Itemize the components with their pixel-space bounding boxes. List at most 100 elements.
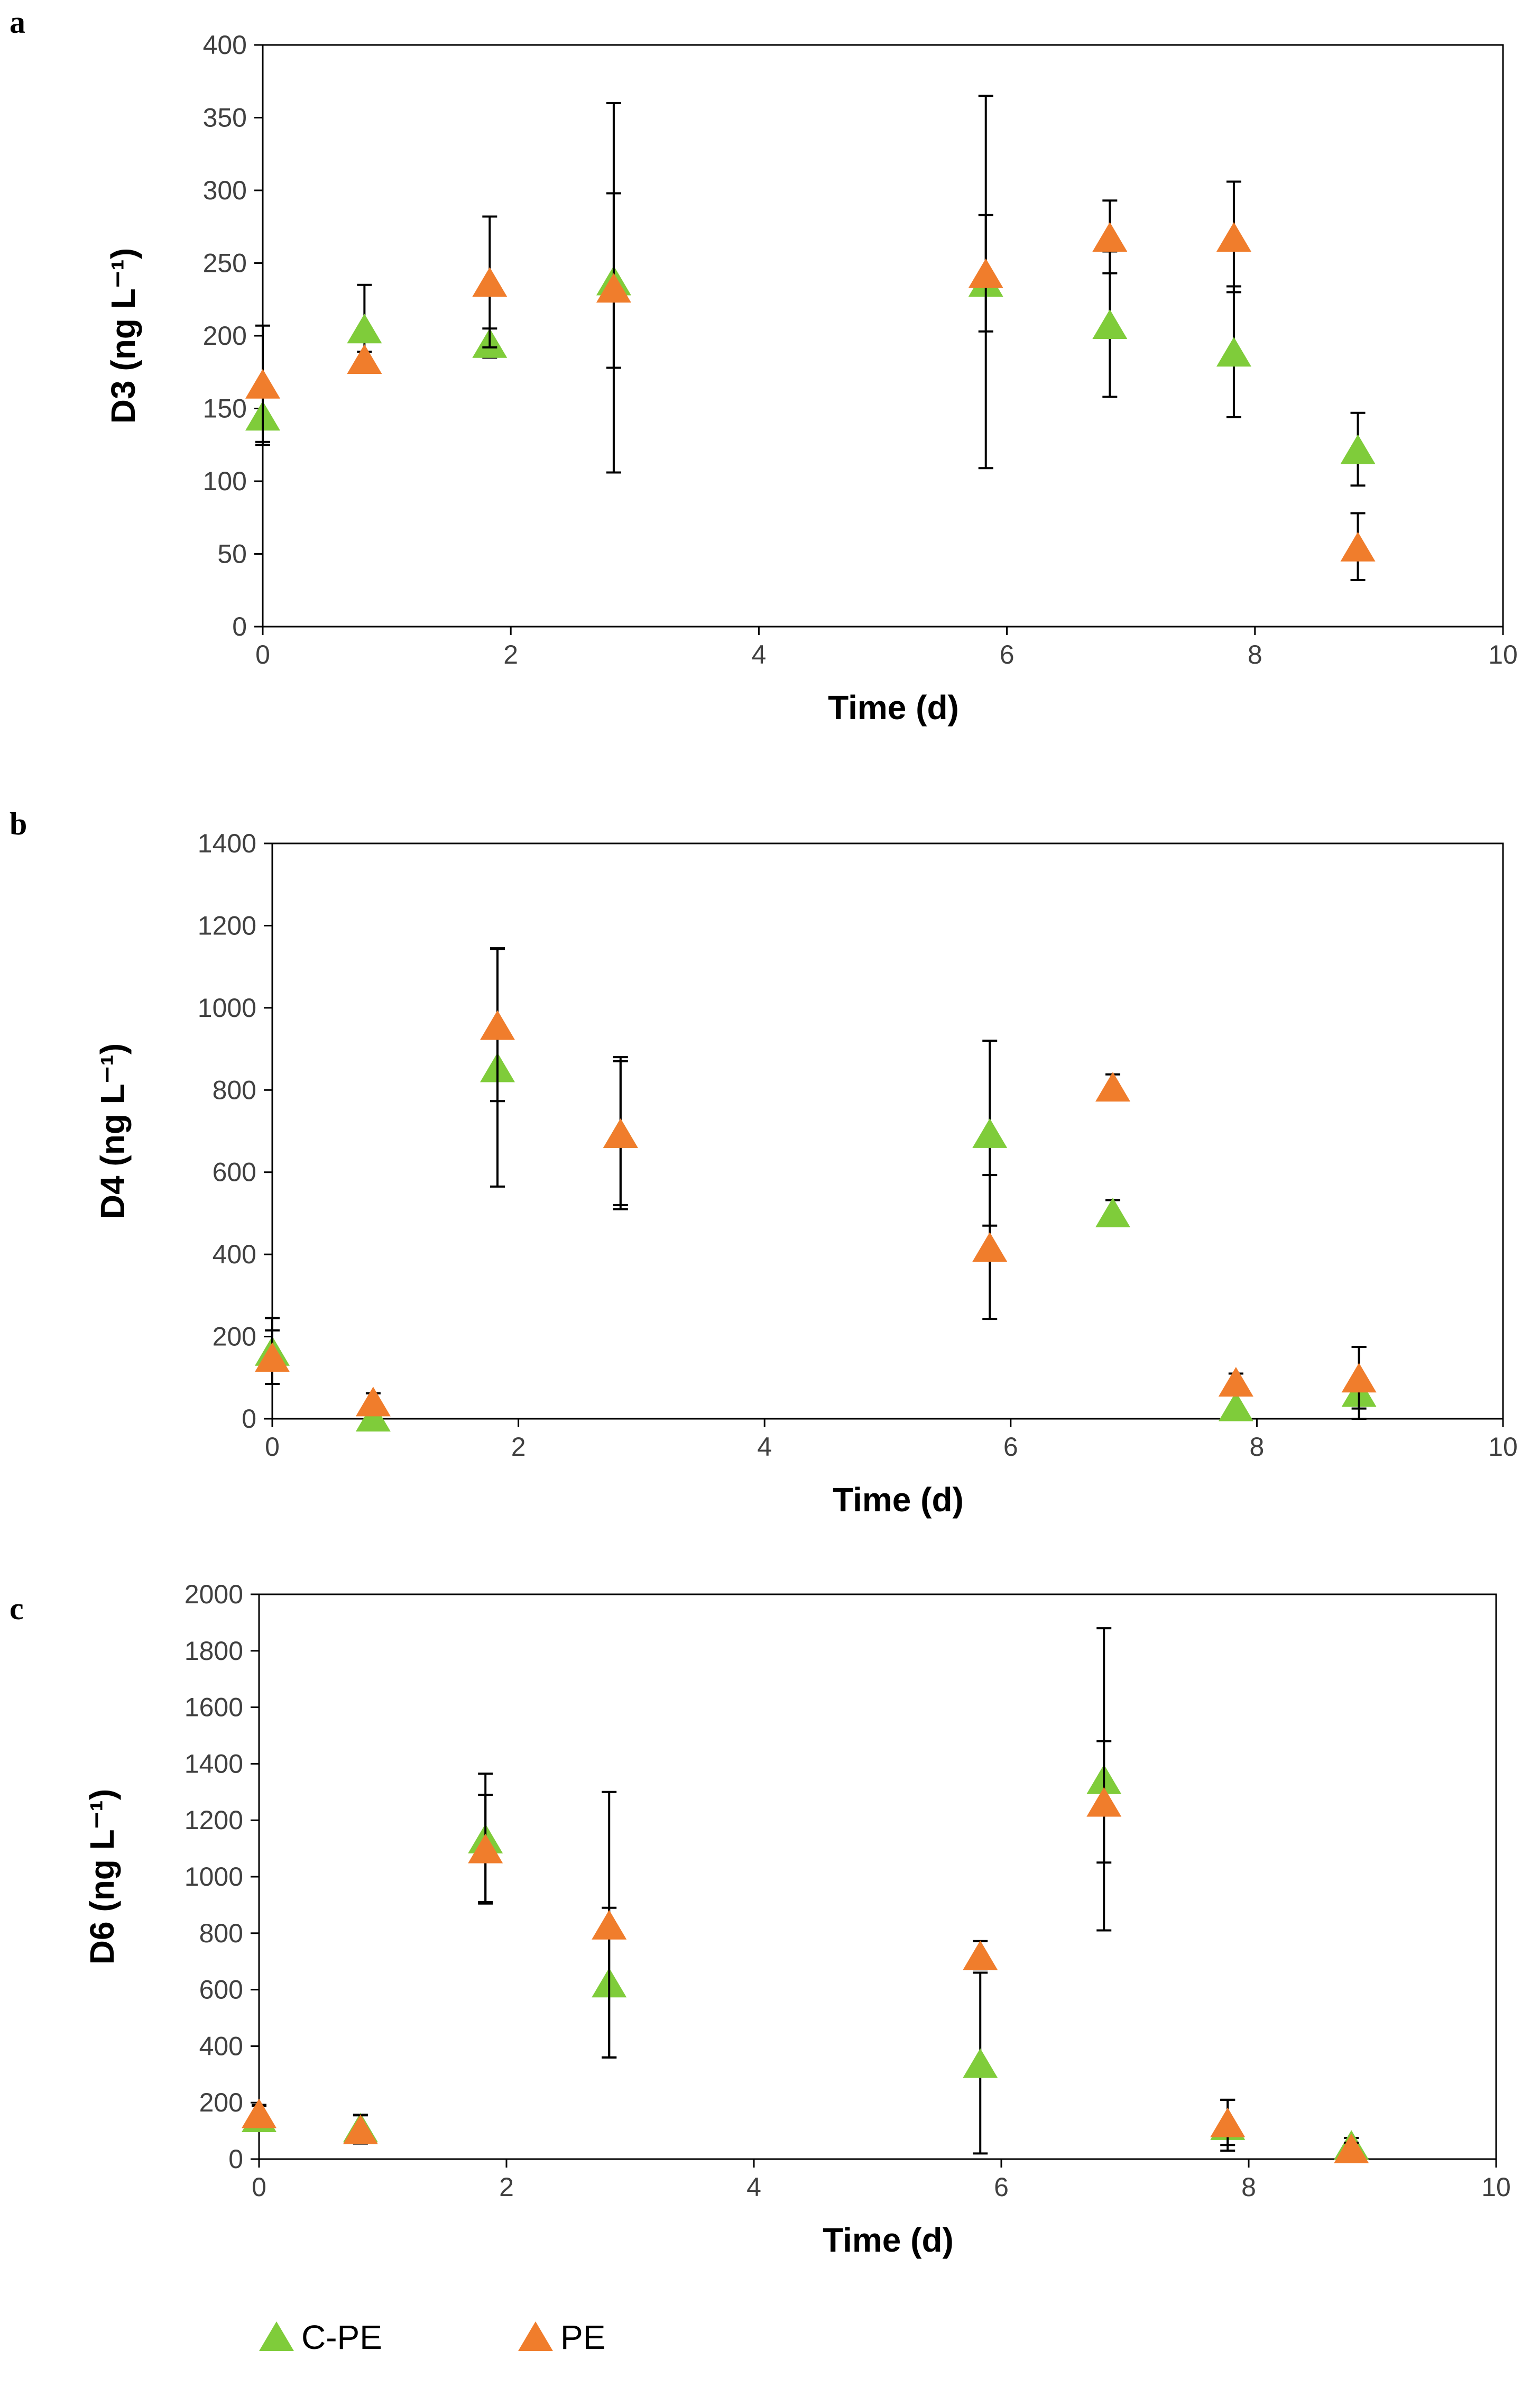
plot-area <box>271 842 1504 1420</box>
y-tick-label: 200 <box>213 1322 256 1352</box>
x-tick-label: 0 <box>265 1432 280 1462</box>
y-tick-label: 200 <box>199 2088 243 2117</box>
x-tick-label: 4 <box>746 2172 761 2202</box>
data-point <box>1095 1072 1131 1102</box>
x-axis-label: Time (d) <box>823 2221 954 2259</box>
data-point <box>1340 531 1376 562</box>
y-tick-label: 1200 <box>198 911 256 940</box>
x-axis-label: Time (d) <box>828 688 959 727</box>
data-point <box>972 1118 1008 1148</box>
data-point <box>472 267 508 297</box>
y-tick-label: 400 <box>199 2031 243 2061</box>
y-tick-label: 1800 <box>185 1636 243 1666</box>
legend: C-PE PE <box>259 2318 605 2356</box>
y-tick-label: 1400 <box>198 829 256 858</box>
y-tick-label: 350 <box>203 103 247 133</box>
y-tick-label: 250 <box>203 249 247 278</box>
x-tick-label: 0 <box>252 2172 266 2202</box>
x-tick-label: 2 <box>499 2172 514 2202</box>
data-point <box>355 1402 391 1432</box>
y-axis-label: D6 (ng L⁻¹) <box>83 1789 121 1964</box>
data-point <box>343 2114 378 2144</box>
data-point <box>468 1833 503 1863</box>
data-point <box>1092 309 1128 339</box>
y-tick-label: 150 <box>203 394 247 424</box>
series-pe <box>255 948 1377 1417</box>
plot-area <box>258 1593 1497 2160</box>
data-point <box>1218 1391 1253 1421</box>
data-point <box>1095 1197 1131 1227</box>
x-tick-label: 6 <box>994 2172 1009 2202</box>
y-tick-label: 800 <box>213 1075 256 1105</box>
x-tick-label: 10 <box>1488 640 1518 669</box>
data-point <box>1334 2133 1369 2163</box>
data-point <box>963 2048 998 2078</box>
x-tick-label: 8 <box>1249 1432 1264 1462</box>
legend-label: C-PE <box>301 2318 382 2356</box>
data-point <box>972 1232 1008 1262</box>
x-tick-label: 8 <box>1248 640 1262 669</box>
data-point <box>1216 222 1251 252</box>
x-tick-label: 6 <box>1003 1432 1018 1462</box>
y-tick-label: 200 <box>203 321 247 351</box>
data-point <box>963 1940 998 1970</box>
x-tick-label: 2 <box>511 1432 526 1462</box>
y-tick-label: 2000 <box>185 1580 243 1609</box>
y-tick-label: 400 <box>203 30 247 60</box>
data-point <box>255 1342 290 1372</box>
y-tick-label: 600 <box>199 1975 243 2005</box>
data-point <box>1092 222 1128 252</box>
data-point <box>347 344 382 374</box>
y-tick-label: 600 <box>213 1158 256 1187</box>
y-axis-label: D3 (ng L⁻¹) <box>104 248 142 424</box>
data-point <box>242 2098 276 2128</box>
data-point <box>1210 2107 1246 2137</box>
panel-label-c: c <box>10 1591 24 1626</box>
data-point <box>1341 1363 1377 1393</box>
series-pe <box>242 1740 1369 2163</box>
y-tick-label: 1000 <box>198 993 256 1023</box>
x-tick-label: 6 <box>1000 640 1015 669</box>
plot-area <box>262 44 1504 628</box>
data-point <box>355 1387 391 1417</box>
data-point <box>245 369 280 399</box>
y-tick-label: 300 <box>203 176 247 205</box>
series-c-pe <box>255 947 1377 1432</box>
y-tick-label: 1000 <box>185 1862 243 1892</box>
x-tick-label: 4 <box>751 640 766 669</box>
data-point <box>603 1118 638 1148</box>
data-point <box>1086 1787 1122 1817</box>
data-point <box>596 273 631 303</box>
y-tick-label: 0 <box>242 1404 256 1434</box>
y-tick-label: 400 <box>213 1240 256 1269</box>
x-tick-label: 10 <box>1481 2172 1511 2202</box>
series-c-pe <box>245 95 1376 487</box>
panel-label-a: a <box>10 5 25 40</box>
y-tick-label: 1600 <box>185 1693 243 1722</box>
legend-label: PE <box>560 2318 605 2356</box>
data-point <box>347 314 382 344</box>
data-point <box>1340 434 1376 464</box>
x-tick-label: 8 <box>1241 2172 1256 2202</box>
data-point <box>480 1010 515 1040</box>
y-tick-label: 1400 <box>185 1749 243 1778</box>
legend-marker <box>259 2321 294 2351</box>
y-tick-label: 0 <box>232 612 247 641</box>
panel-label-b: b <box>10 806 27 841</box>
x-axis-label: Time (d) <box>833 1481 964 1519</box>
panel-b: 0 2 4 6 8 10 0 200 400 600 800 1000 1200 1400 Time (d)… <box>94 829 1518 1519</box>
data-point <box>968 258 1003 288</box>
x-tick-label: 4 <box>757 1432 772 1462</box>
series-c-pe <box>242 1627 1369 2160</box>
x-tick-label: 0 <box>255 640 270 669</box>
y-tick-label: 1200 <box>185 1805 243 1835</box>
data-point <box>1218 1367 1253 1397</box>
data-point <box>592 1909 627 1940</box>
y-tick-label: 50 <box>217 539 247 569</box>
panel-c: 0 2 4 6 8 10 0 200 400 600 800 1000 1200 1400 1600 1800… <box>83 1580 1511 2259</box>
y-tick-label: 0 <box>228 2144 243 2174</box>
legend-marker <box>518 2321 553 2351</box>
y-tick-label: 100 <box>203 466 247 496</box>
